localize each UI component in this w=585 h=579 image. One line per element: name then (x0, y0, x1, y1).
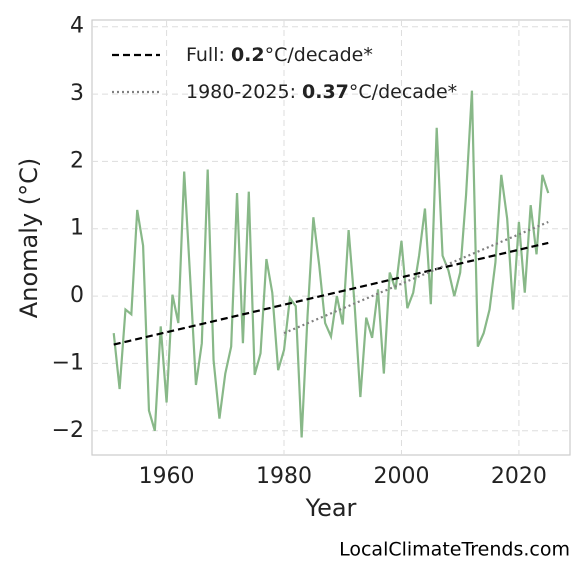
x-tick-label: 2000 (373, 464, 429, 489)
y-tick-label: 2 (70, 148, 84, 173)
y-tick-label: 0 (70, 283, 84, 308)
watermark: LocalClimateTrends.com (339, 539, 570, 561)
y-tick-label: −2 (52, 418, 84, 443)
y-tick-label: 1 (70, 216, 84, 241)
x-axis-label: Year (305, 494, 357, 522)
x-tick-label: 1980 (256, 464, 312, 489)
y-axis-label: Anomaly (°C) (15, 158, 43, 318)
y-tick-label: −1 (52, 350, 84, 375)
legend-label: 1980-2025: 0.37°C/decade* (186, 81, 457, 103)
plot-frame (91, 19, 571, 456)
y-tick-label: 3 (70, 81, 84, 106)
data-line (112, 90, 550, 438)
legend-label: Full: 0.2°C/decade* (186, 44, 373, 66)
y-tick-label: 4 (70, 14, 84, 39)
x-tick-label: 1960 (139, 464, 195, 489)
x-tick-label: 2020 (491, 464, 547, 489)
trend-line (113, 241, 549, 346)
